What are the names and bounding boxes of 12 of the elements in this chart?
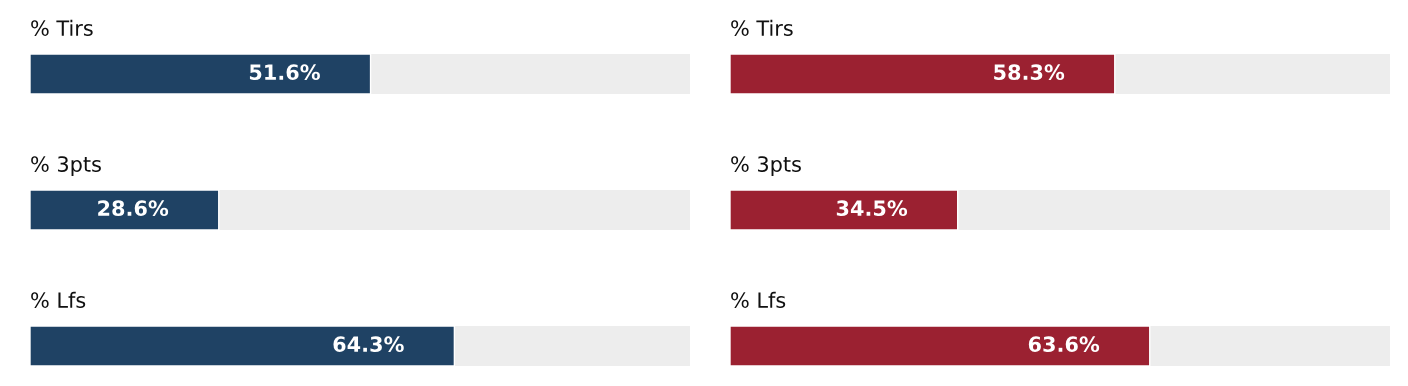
data-label: 51.6%: [249, 64, 320, 81]
data-label: 63.6%: [1028, 336, 1100, 353]
category-label: % 3pts: [31, 156, 101, 176]
data-label: 28.6%: [98, 200, 169, 217]
data-label: 58.3%: [994, 64, 1065, 81]
category-label: % Tirs: [731, 19, 793, 36]
category-label: % Tirs: [31, 19, 93, 36]
category-label: % Lfs: [731, 291, 786, 308]
category-label: % Lfs: [31, 291, 86, 308]
data-label: 64.3%: [333, 336, 404, 353]
category-label: % 3pts: [731, 156, 801, 176]
data-label: 34.5%: [836, 200, 908, 217]
